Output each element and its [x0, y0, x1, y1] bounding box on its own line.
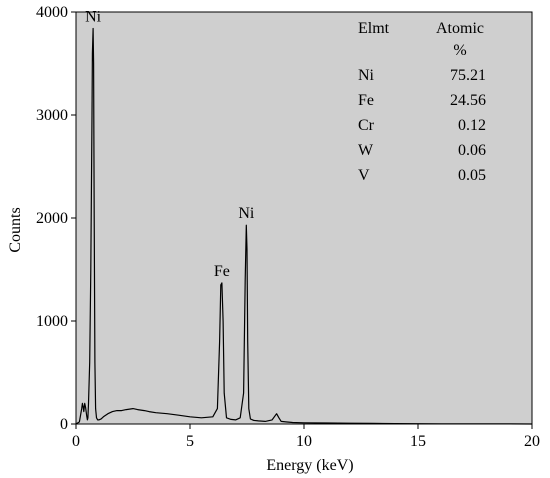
x-tick-label: 10 — [296, 433, 312, 450]
peak-label: Ni — [238, 205, 255, 222]
table-row-element: Ni — [358, 67, 375, 84]
y-tick-label: 3000 — [36, 107, 68, 124]
table-header-atomic: Atomic — [436, 20, 484, 37]
y-tick-label: 4000 — [36, 4, 68, 21]
x-axis-label: Energy (keV) — [266, 457, 353, 474]
y-tick-label: 0 — [60, 416, 68, 433]
table-row-value: 24.56 — [450, 92, 486, 109]
peak-label: Ni — [85, 8, 102, 25]
table-row-element: Fe — [358, 92, 374, 109]
table-header-percent: % — [453, 42, 466, 59]
plot-area — [75, 11, 533, 425]
table-row-element: Cr — [358, 117, 375, 134]
spectrum-line — [75, 27, 533, 425]
x-tick-label: 0 — [72, 433, 80, 450]
table-row-element: W — [358, 142, 374, 159]
table-row-value: 0.05 — [458, 167, 486, 184]
y-axis-label: Counts — [7, 207, 24, 252]
axis-ticks: 0 5 10 15 20 0 1000 2000 3000 4000 — [36, 4, 540, 450]
table-row-value: 0.06 — [458, 142, 486, 159]
table-row-value: 75.21 — [450, 67, 486, 84]
y-tick-label: 2000 — [36, 210, 68, 227]
peak-label: Fe — [214, 263, 230, 280]
y-tick-label: 1000 — [36, 313, 68, 330]
x-tick-label: 5 — [186, 433, 194, 450]
composition-table: Elmt Atomic % Ni 75.21 Fe 24.56 Cr 0.12 … — [358, 20, 486, 184]
table-row-element: V — [358, 167, 370, 184]
x-tick-label: 20 — [524, 433, 540, 450]
table-row-value: 0.12 — [458, 117, 486, 134]
x-tick-label: 15 — [410, 433, 426, 450]
spectrum-marks: Ni Fe Ni — [75, 8, 533, 425]
table-header-element: Elmt — [358, 20, 390, 37]
